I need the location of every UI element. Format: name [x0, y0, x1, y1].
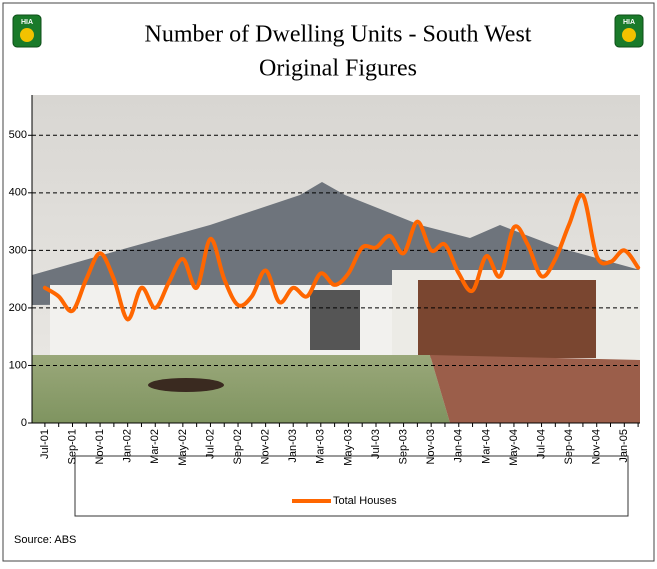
- x-tick-label: Jul-01: [39, 429, 51, 459]
- x-tick-label: Sep-02: [232, 429, 244, 464]
- x-tick-label: Sep-01: [66, 429, 78, 464]
- legend: [74, 455, 629, 517]
- chart-subtitle: Original Figures: [259, 56, 417, 82]
- x-tick-label: Mar-04: [480, 429, 492, 464]
- x-tick-label: May-04: [508, 429, 520, 466]
- x-tick-label: Jul-03: [370, 429, 382, 459]
- logo-text: HIA: [21, 19, 33, 26]
- x-tick-label: Nov-04: [591, 429, 603, 464]
- x-tick-label: Nov-01: [94, 429, 106, 464]
- x-tick-label: Nov-03: [425, 429, 437, 464]
- x-tick-label: Mar-03: [315, 429, 327, 464]
- y-tick-label: 500: [9, 129, 27, 141]
- x-tick-label: Jan-02: [122, 429, 134, 463]
- x-tick-label: Jul-02: [204, 429, 216, 459]
- y-tick-label: 100: [9, 359, 27, 371]
- x-tick-label: May-02: [177, 429, 189, 466]
- x-tick-label: Sep-04: [563, 429, 575, 464]
- x-tick-label: Jan-05: [618, 429, 630, 463]
- x-tick-label: Jan-03: [287, 429, 299, 463]
- series-line: [42, 192, 641, 322]
- y-tick-label: 200: [9, 302, 27, 314]
- x-tick-label: May-03: [342, 429, 354, 466]
- x-tick-label: Sep-03: [397, 429, 409, 464]
- logo-text: HIA: [623, 19, 635, 26]
- x-tick-label: Mar-02: [149, 429, 161, 464]
- source: Source: ABS: [14, 534, 76, 546]
- logo: HIA: [12, 14, 42, 48]
- y-tick-label: 0: [21, 417, 27, 429]
- logo: HIA: [614, 14, 644, 48]
- legend-label: Total Houses: [333, 495, 397, 507]
- x-tick-label: Jul-04: [535, 429, 547, 459]
- y-tick-label: 300: [9, 244, 27, 256]
- x-tick-label: Nov-02: [260, 429, 272, 464]
- background-photo: [32, 95, 640, 423]
- y-tick-label: 400: [9, 187, 27, 199]
- x-tick-label: Jan-04: [453, 429, 465, 463]
- chart-title: Number of Dwelling Units - South West: [145, 22, 532, 48]
